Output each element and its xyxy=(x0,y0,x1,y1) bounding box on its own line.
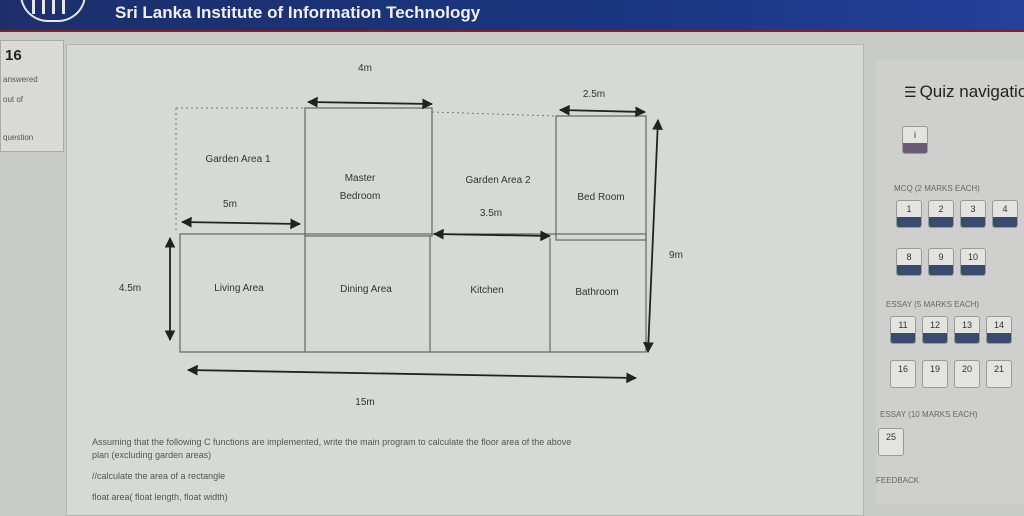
quiz-nav-question[interactable]: 8 xyxy=(896,248,922,276)
quiz-nav-question[interactable]: 12 xyxy=(922,316,948,344)
room-label: Bed Room xyxy=(577,192,624,203)
dim-label: 3.5m xyxy=(480,208,502,219)
room-label: Kitchen xyxy=(470,285,503,296)
dim-arrow-2-5m xyxy=(558,104,647,118)
question-content xyxy=(66,44,864,516)
quiz-nav-question[interactable]: 10 xyxy=(960,248,986,276)
question-number: 16 xyxy=(5,47,22,64)
floor-plan-diagram: Garden Area 1 Master Bedroom Garden Area… xyxy=(119,63,683,408)
question-text: Assuming that the following C functions … xyxy=(92,436,832,504)
quiz-nav-question[interactable]: 4 xyxy=(992,200,1018,228)
dim-label: 9m xyxy=(669,250,683,261)
room-label: Garden Area 1 xyxy=(205,154,270,165)
quiz-nav-question[interactable]: 2 xyxy=(928,200,954,228)
dim-arrow-9m xyxy=(643,118,663,354)
question-line: float area( float length, float width) xyxy=(92,492,228,502)
dim-arrow-4m xyxy=(306,96,434,110)
answer-status: answered xyxy=(3,75,38,84)
quiz-nav-question[interactable]: 14 xyxy=(986,316,1012,344)
question-info-panel: 16 answered out of question xyxy=(0,40,64,152)
question-line: //calculate the area of a rectangle xyxy=(92,471,226,481)
dim-label: 4.5m xyxy=(119,283,141,294)
dim-label: 4m xyxy=(358,63,372,74)
site-header: Sri Lanka Institute of Information Techn… xyxy=(0,0,1024,32)
quiz-nav-question[interactable]: 13 xyxy=(954,316,980,344)
section-label: MCQ (2 MARKS EACH) xyxy=(894,184,980,193)
dim-arrow-15m xyxy=(186,364,638,384)
quiz-nav-question[interactable]: 19 xyxy=(922,360,948,388)
menu-icon: ☰ xyxy=(904,84,917,100)
room-label: Bedroom xyxy=(340,191,381,202)
quiz-nav-title: ☰Quiz navigation xyxy=(904,82,1024,101)
flag-question-link[interactable]: question xyxy=(3,133,34,142)
quiz-nav-question[interactable]: 21 xyxy=(986,360,1012,388)
question-line: Assuming that the following C functions … xyxy=(92,437,572,447)
section-label: ESSAY (5 MARKS EACH) xyxy=(886,300,980,309)
dim-arrow-5m xyxy=(180,216,302,230)
section-label: FEEDBACK xyxy=(876,476,920,485)
section-label: ESSAY (10 MARKS EACH) xyxy=(880,410,978,419)
dim-label: 15m xyxy=(355,397,374,408)
site-title[interactable]: Sri Lanka Institute of Information Techn… xyxy=(115,3,481,22)
dim-label: 5m xyxy=(223,199,237,210)
room-label: Living Area xyxy=(214,283,264,294)
quiz-nav-question[interactable]: 1 xyxy=(896,200,922,228)
room-label: Dining Area xyxy=(340,284,392,295)
quiz-nav-question[interactable]: 11 xyxy=(890,316,916,344)
marks-label: out of xyxy=(3,95,24,104)
question-line: plan (excluding garden areas) xyxy=(92,450,212,460)
quiz-nav-question[interactable]: 3 xyxy=(960,200,986,228)
quiz-nav-intro[interactable]: i xyxy=(902,126,928,154)
dim-label: 2.5m xyxy=(583,89,605,100)
room-label: Master xyxy=(345,173,376,184)
quiz-nav-question[interactable]: 20 xyxy=(954,360,980,388)
quiz-nav-question[interactable]: 25 xyxy=(878,428,904,456)
quiz-nav-question[interactable]: 9 xyxy=(928,248,954,276)
room-label: Bathroom xyxy=(575,287,618,298)
room-label: Garden Area 2 xyxy=(465,175,530,186)
dim-arrow-3-5m xyxy=(432,228,552,242)
quiz-navigation-panel: ☰Quiz navigation i MCQ (2 MARKS EACH) 1 … xyxy=(876,60,1024,504)
quiz-nav-question[interactable]: 16 xyxy=(890,360,916,388)
